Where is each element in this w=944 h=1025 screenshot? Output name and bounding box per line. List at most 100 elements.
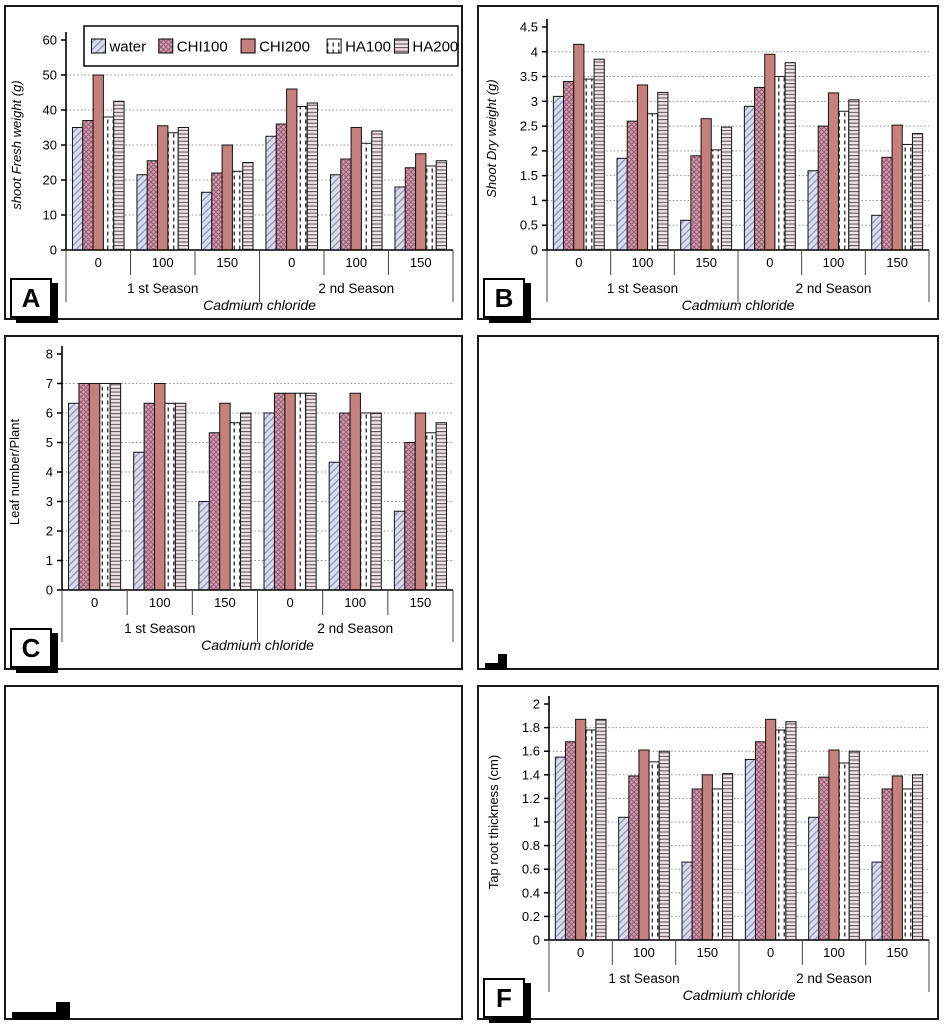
y-tick-label: 3 xyxy=(531,94,538,109)
legend-label: water xyxy=(108,39,146,56)
x-axis-title: Cadmium chloride xyxy=(203,297,316,313)
y-tick-label: 7 xyxy=(46,376,53,391)
y-tick-label: 10 xyxy=(43,208,57,223)
group-label: 100 xyxy=(823,945,845,960)
panel-label-f: F xyxy=(483,978,525,1018)
legend-label: HA100 xyxy=(345,39,391,56)
bar-HA200 xyxy=(435,422,447,591)
bar-HA100 xyxy=(164,402,176,591)
bar-HA100 xyxy=(775,729,787,941)
legend-swatch-CHI200 xyxy=(240,38,256,54)
y-tick-label: 1.5 xyxy=(520,168,538,183)
bar-water xyxy=(133,451,145,591)
group-label: 0 xyxy=(288,255,295,270)
bar-CHI100 xyxy=(143,402,156,591)
bar-water xyxy=(329,174,342,251)
bar-chart-svg: 0 0.5 1 1.5 2 2.5 3 3.5 4 4.5 0 100 150 0 100 150 1 st S… xyxy=(484,19,930,313)
y-tick-label: 0.5 xyxy=(520,218,538,233)
panel-label-b: B xyxy=(483,278,525,318)
bar-HA100 xyxy=(648,761,660,941)
panel-a-shoot-fresh-weight: 0 10 20 30 40 50 60 0 100 150 0 100 150 1 st Season 2 … xyxy=(4,5,463,320)
y-tick-label: 30 xyxy=(43,138,57,153)
season-label: 2 nd Season xyxy=(318,281,394,296)
y-tick-label: 2 xyxy=(533,697,540,712)
group-label: 150 xyxy=(695,255,717,270)
bar-water xyxy=(394,186,406,251)
y-tick-label: 2 xyxy=(531,143,538,158)
bar-CHI200 xyxy=(88,383,101,591)
bar-CHI200 xyxy=(828,749,840,941)
bar-CHI200 xyxy=(827,92,840,251)
group-label: 150 xyxy=(214,595,236,610)
bar-CHI100 xyxy=(564,741,577,941)
bar-CHI200 xyxy=(891,124,903,251)
bar-water xyxy=(744,758,756,941)
bar-CHI100 xyxy=(404,167,417,251)
y-tick-label: 6 xyxy=(46,406,53,421)
bar-HA200 xyxy=(722,773,734,941)
bar-CHI200 xyxy=(221,144,233,251)
bar-water xyxy=(68,402,80,591)
y-tick-label: 0.8 xyxy=(522,838,540,853)
bar-CHI100 xyxy=(82,120,94,251)
bar-HA100 xyxy=(710,149,722,251)
panel-e-empty xyxy=(4,685,463,1020)
bar-HA100 xyxy=(901,143,913,251)
chart-tap-root-thickness: 0 0.2 0.4 0.6 0.8 1 1.2 1.4 1.6 1.8 2 0 100 150 0 100 15… xyxy=(479,687,937,1023)
bar-water xyxy=(552,95,565,251)
x-axis-title: Cadmium chloride xyxy=(683,987,796,1003)
group-label: 150 xyxy=(696,945,718,960)
bar-CHI200 xyxy=(154,383,166,591)
chart-leaf-number: 0 1 2 3 4 5 6 7 8 0 100 150 0 100 150 1 st Season 2 nd S… xyxy=(6,337,461,673)
y-tick-label: 5 xyxy=(46,435,53,450)
bar-water xyxy=(136,174,148,251)
bar-CHI100 xyxy=(275,123,288,251)
bar-water xyxy=(871,861,883,941)
legend-swatch-HA200 xyxy=(393,38,409,54)
bar-water xyxy=(393,510,406,591)
bar-water xyxy=(807,170,819,251)
bar-HA200 xyxy=(593,58,605,251)
panel-b-shoot-dry-weight: 0 0.5 1 1.5 2 2.5 3 3.5 4 4.5 0 100 150 0 100 150 1 st S… xyxy=(477,5,939,320)
bar-chart-svg: 0 0.2 0.4 0.6 0.8 1 1.2 1.4 1.6 1.8 2 0 100 150 0 100 15… xyxy=(486,696,930,1003)
bar-CHI100 xyxy=(78,383,90,591)
bar-CHI100 xyxy=(563,81,575,251)
bar-HA200 xyxy=(658,750,670,941)
bar-CHI100 xyxy=(754,86,766,251)
bar-water xyxy=(265,135,277,251)
bar-HA200 xyxy=(848,750,860,941)
cropped-label-bump xyxy=(498,654,507,666)
bar-HA100 xyxy=(296,106,308,251)
bar-HA200 xyxy=(109,383,122,591)
bar-CHI200 xyxy=(350,127,362,251)
bar-CHI100 xyxy=(817,125,829,251)
bar-HA200 xyxy=(848,99,860,251)
bar-HA200 xyxy=(784,62,796,251)
season-label: 1 st Season xyxy=(124,621,195,636)
bar-HA200 xyxy=(306,102,319,251)
bar-CHI200 xyxy=(414,412,427,591)
bar-CHI100 xyxy=(404,442,416,591)
panel-label-c: C xyxy=(10,628,52,668)
bar-HA200 xyxy=(720,126,733,251)
group-label: 150 xyxy=(886,255,908,270)
bar-HA200 xyxy=(435,160,448,251)
bar-HA200 xyxy=(912,774,924,941)
bar-CHI100 xyxy=(273,392,286,591)
bar-HA100 xyxy=(901,788,914,941)
chart-shoot-dry-weight: 0 0.5 1 1.5 2 2.5 3 3.5 4 4.5 0 100 150 0 100 150 1 st S… xyxy=(479,7,937,323)
cropped-label-bump xyxy=(56,1002,70,1016)
bar-water xyxy=(681,861,693,941)
y-tick-label: 4 xyxy=(46,465,53,480)
y-tick-label: 0 xyxy=(531,243,538,258)
bar-HA200 xyxy=(177,127,190,251)
bar-HA200 xyxy=(371,130,383,251)
panel-d-empty xyxy=(477,335,939,670)
y-tick-label: 4.5 xyxy=(520,20,538,35)
bar-HA100 xyxy=(774,76,786,251)
panel-label-a: A xyxy=(10,278,52,318)
group-label: 0 xyxy=(91,595,98,610)
legend-swatch-HA100 xyxy=(326,38,342,54)
bar-HA100 xyxy=(231,170,244,251)
